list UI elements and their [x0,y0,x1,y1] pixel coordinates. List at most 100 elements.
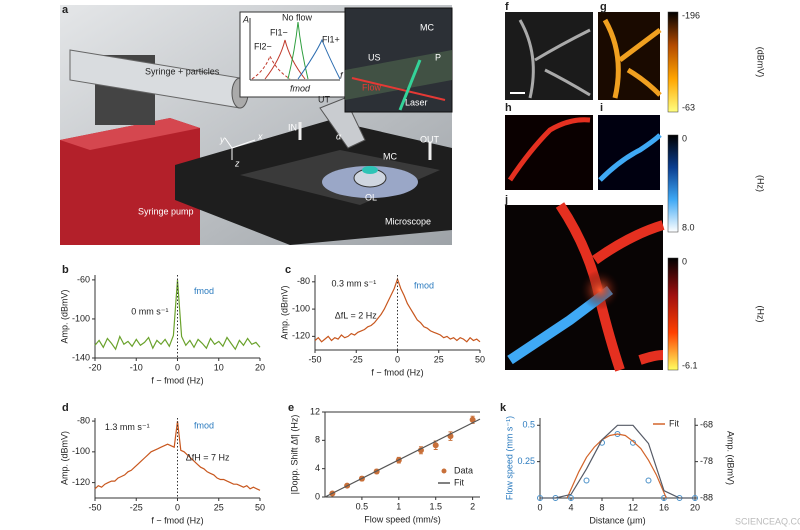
x-tick-label: 25 [434,354,444,364]
point [661,495,667,501]
point [645,477,652,484]
vessel [518,19,591,99]
colorbar [667,257,679,371]
image-panels: f g h i j [504,1,665,372]
y-axis-label: Flow speed (mm s⁻¹) [504,416,514,500]
label: Fl1+ [322,34,340,44]
channel [345,50,452,100]
y2-tick-label: -78 [700,456,713,466]
legend-swatch [441,468,447,474]
x-axis-label: f − fmod (Hz) [371,367,423,377]
colorbar-label: (Hz) [756,306,766,323]
y-tick-label: -140 [72,352,90,362]
x-tick-label: 0 [175,362,180,372]
vessel [602,18,662,99]
y-tick-label: 8 [315,435,320,445]
x-tick-label: 0 [395,354,400,364]
y-tick-label: -80 [77,415,90,425]
x-tick-label: 20 [255,362,265,372]
y-tick-label: -100 [292,303,310,313]
x-axis-label: f − fmod (Hz) [151,515,203,525]
annotation: fmod [194,420,214,430]
x-tick-label: 50 [255,502,265,512]
y-tick-label: -120 [72,477,90,487]
label: z [234,158,240,168]
inset-axes [249,18,340,81]
label: x [257,131,263,141]
annotation: ΔfH = 7 Hz [186,452,230,462]
label: OUT [420,134,440,144]
label: Flow [362,82,382,92]
x-tick-label: 16 [659,502,669,512]
label: Fl2− [254,41,272,51]
annotation: fmod [414,281,434,291]
flow-arrow [351,77,446,101]
x-axis-label: Distance (μm) [589,515,645,525]
label: Fl1− [270,27,288,37]
label: A [242,14,249,24]
y-tick-label: 0.5 [522,420,535,430]
y-tick-label: -80 [297,276,310,286]
legend-label: Fit [669,418,679,428]
y-axis-label: |Dopp. Shift Δf| (Hz) [289,415,299,495]
y-tick-label: -120 [292,331,310,341]
laser-beam [398,59,422,111]
colorbar-tick-label: -63 [682,102,695,112]
colorbar-tick-label: -196 [682,10,700,20]
illustration: a Syringe + particles Syringe pump Micro… [60,4,453,245]
x-axis-label: f − fmod (Hz) [151,375,203,385]
x-tick-label: 20 [690,502,700,512]
colorbar-tick-label: 8.0 [682,222,695,232]
x-tick-label: 10 [214,362,224,372]
x-tick-label: 0 [175,502,180,512]
annotation: ΔfL = 2 Hz [335,311,377,321]
y-axis-label: Amp. (dBmV) [59,289,69,343]
x-tick-label: 0 [537,502,542,512]
label: OL [365,192,377,202]
point [432,442,439,449]
y-tick-label: -100 [72,446,90,456]
x-tick-label: -25 [130,502,143,512]
y-tick-label: -100 [72,313,90,323]
x-axis-label: Flow speed (mm/s) [364,514,441,524]
x-tick-label: 25 [214,502,224,512]
panel-label: c [285,264,291,276]
colorbar-label: (Hz) [756,175,766,192]
y-tick-label: 0.25 [517,456,535,466]
colorbar-label: (dBmV) [756,47,766,78]
x-tick-label: 1 [396,501,401,511]
axis [224,137,233,149]
annotation: 1.3 mm s⁻¹ [105,422,150,432]
y-axis-label: Amp. (dBmV) [279,285,289,339]
label: UT [318,94,330,104]
colorbar [667,11,679,113]
label: Laser [405,97,428,107]
y2-axis-label: Amp. (dBmV) [726,431,736,485]
image [505,115,593,190]
watermark: SCIENCEAQ.COM [735,516,800,526]
panel-label: j [504,194,508,206]
series-line [566,433,667,499]
series-line [540,424,695,499]
panel-label: h [505,102,512,114]
label: IN [288,122,297,132]
legend-label: Data [454,465,473,475]
series-line [94,421,261,491]
panel-label: e [288,402,294,414]
label: MC [383,151,397,161]
x-tick-label: 8 [599,502,604,512]
label: No flow [282,12,313,22]
colorbar-tick-label: -6.1 [682,360,698,370]
x-tick-label: 1.5 [429,501,442,511]
colorbar-tick-label: 0 [682,256,687,266]
point [583,477,590,484]
colorbar [667,134,679,233]
colorbar-tick-label: 0 [682,133,687,143]
point [568,495,574,501]
x-tick-label: 2 [470,501,475,511]
y2-tick-label: -68 [700,420,713,430]
y-tick-label: 4 [315,463,320,473]
label: Microscope [385,216,431,226]
x-tick-label: 12 [628,502,638,512]
inset-curve [297,38,341,80]
